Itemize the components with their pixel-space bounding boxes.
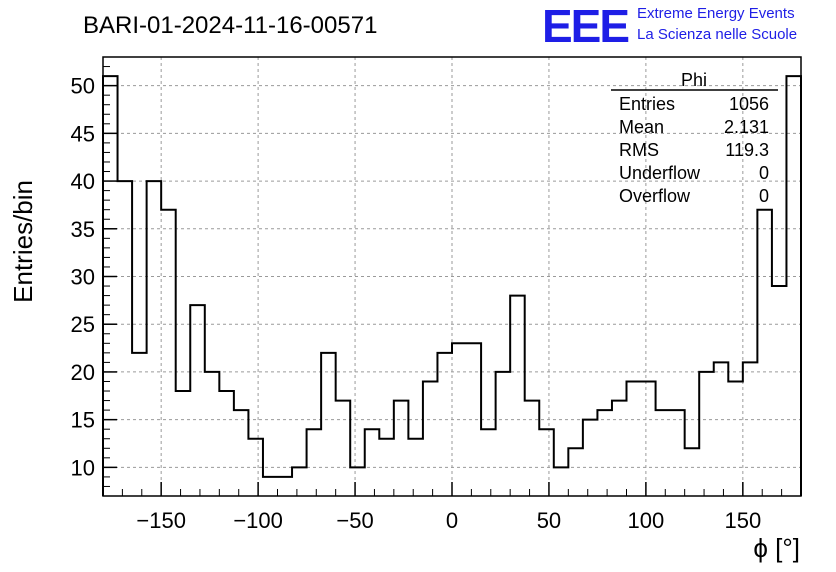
- histogram-bar: [743, 362, 758, 496]
- histogram-bar: [772, 286, 787, 496]
- histogram-bar: [554, 467, 569, 496]
- chart-title: BARI-01-2024-11-16-00571: [83, 12, 377, 39]
- grid-lines: [103, 57, 801, 496]
- histogram-bar: [714, 362, 729, 496]
- histogram-bar: [263, 477, 278, 496]
- histogram-bar: [786, 76, 801, 496]
- histogram-bar: [219, 391, 234, 496]
- stats-row-value: 1056: [729, 94, 769, 114]
- histogram-bar: [307, 429, 322, 496]
- stats-row-label: Mean: [619, 117, 664, 137]
- y-tick-label: 45: [71, 121, 95, 146]
- histogram-bar: [510, 296, 525, 496]
- histogram-bar: [161, 210, 176, 496]
- histogram-outline: [102, 75, 802, 496]
- x-tick-label: 50: [537, 508, 561, 533]
- y-tick-label: 50: [71, 74, 95, 99]
- histogram-bar: [350, 467, 365, 496]
- histogram-bar: [612, 401, 627, 496]
- x-tick-label: 0: [446, 508, 458, 533]
- histogram-bar: [365, 429, 380, 496]
- stats-row-label: Overflow: [619, 186, 691, 206]
- y-tick-label: 15: [71, 408, 95, 433]
- y-tick-label: 30: [71, 265, 95, 290]
- y-tick-label: 10: [71, 455, 95, 480]
- stats-name: Phi: [681, 70, 707, 90]
- histogram-bar: [190, 305, 205, 496]
- stats-row-label: Underflow: [619, 163, 701, 183]
- histogram-bar: [496, 372, 511, 496]
- x-tick-label: 150: [724, 508, 761, 533]
- eee-logo: EEE Extreme Energy Events La Scienza nel…: [542, 0, 797, 52]
- histogram-bar: [278, 477, 293, 496]
- stats-row-value: 2.131: [724, 117, 769, 137]
- histogram-bar: [525, 401, 540, 496]
- x-axis-title: ϕ [°]: [753, 533, 800, 563]
- stats-row-value: 0: [759, 163, 769, 183]
- histogram-bar: [292, 467, 307, 496]
- stats-row-value: 0: [759, 186, 769, 206]
- histogram-bar: [597, 410, 612, 496]
- stats-box: Phi Entries 1056 Mean 2.131 RMS 119.3 Underflo…: [611, 70, 778, 206]
- histogram-bar: [699, 372, 714, 496]
- y-tick-label: 35: [71, 217, 95, 242]
- histogram-bar: [685, 448, 700, 496]
- y-tick-label: 40: [71, 169, 95, 194]
- histogram-bar: [467, 343, 482, 496]
- y-axis-ticks: 10 15 20 25 30 35 40 45 50: [71, 66, 117, 487]
- stats-row-value: 119.3: [725, 140, 769, 160]
- histogram-bar: [757, 210, 772, 496]
- histogram-bar: [132, 353, 147, 496]
- histogram-bar: [321, 353, 336, 496]
- y-tick-label: 25: [71, 312, 95, 337]
- stats-rows: Entries 1056 Mean 2.131 RMS 119.3 Underflow 0 Ov…: [619, 94, 769, 206]
- y-axis-title: Entries/bin: [8, 180, 38, 303]
- x-tick-label: 100: [628, 508, 665, 533]
- logo-line-2: La Scienza nelle Scuole: [637, 26, 797, 43]
- y-tick-label: 20: [71, 360, 95, 385]
- logo-line-1: Extreme Energy Events: [637, 5, 795, 22]
- histogram-bar: [394, 401, 409, 496]
- histogram-bar: [481, 429, 496, 496]
- x-tick-label: −100: [233, 508, 283, 533]
- logo-mark: EEE: [542, 0, 628, 52]
- histogram-bar: [656, 410, 671, 496]
- histogram-bar: [205, 372, 220, 496]
- x-axis-ticks: −150 −100 −50 0 50 100 150: [121, 482, 783, 533]
- histogram-bar: [423, 381, 438, 496]
- x-tick-label: −150: [136, 508, 186, 533]
- histogram-bar: [568, 448, 583, 496]
- histogram-bar: [670, 410, 685, 496]
- histogram-bar: [583, 420, 598, 496]
- histogram-bar: [437, 353, 452, 496]
- histogram-bar: [234, 410, 249, 496]
- histogram-bar: [627, 381, 642, 496]
- histogram-bar: [728, 381, 743, 496]
- x-tick-label: −50: [336, 508, 373, 533]
- histogram-bar: [336, 401, 351, 496]
- histogram-bar: [641, 381, 656, 496]
- stats-row-label: Entries: [619, 94, 675, 114]
- histogram-bar: [539, 429, 554, 496]
- histogram-bar: [176, 391, 191, 496]
- stats-row-label: RMS: [619, 140, 659, 160]
